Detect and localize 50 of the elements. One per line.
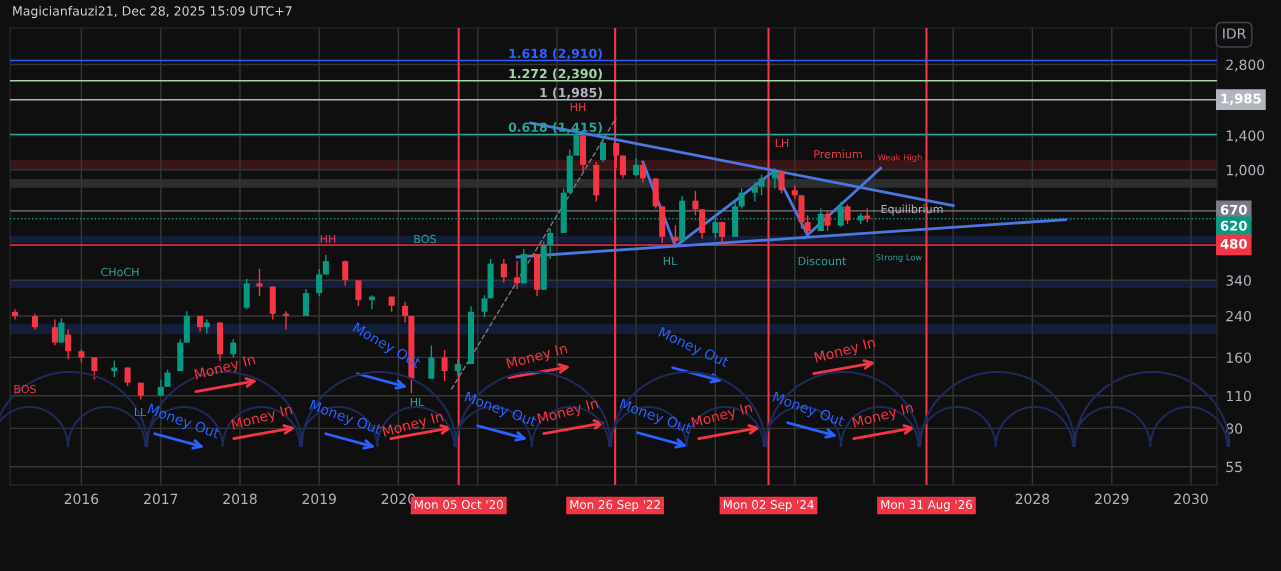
annotation: 1.272 (2,390) — [509, 68, 602, 80]
annotation: HL — [663, 256, 678, 266]
annotation: Money In — [194, 354, 257, 383]
annotation: CHoCH — [101, 267, 139, 277]
annotation: 0.618 (1,415) — [508, 122, 602, 134]
ref-line-label: Mon 02 Sep '24 — [723, 500, 814, 512]
annotation: Money In — [231, 404, 294, 433]
y-tick-label: 240 — [1226, 310, 1251, 322]
ref-line-label: 480 — [1220, 238, 1247, 249]
annotation: 1 (1,985) — [540, 87, 602, 99]
ref-line-label: Mon 31 Aug '26 — [881, 500, 972, 512]
x-tick-label: 2019 — [302, 493, 336, 505]
annotation: HH — [320, 234, 336, 244]
ref-line-label: 620 — [1220, 220, 1247, 231]
x-tick-label: 2016 — [64, 493, 99, 505]
ref-line-label: Mon 26 Sep '22 — [570, 500, 660, 512]
annotation: HH — [570, 102, 586, 112]
y-tick-label: 160 — [1226, 352, 1251, 363]
y-tick-label: 340 — [1226, 275, 1251, 286]
annotation: Money In — [852, 402, 915, 431]
x-tick-label: 2028 — [1015, 493, 1050, 505]
y-tick-label: 1,400 — [1226, 130, 1265, 143]
annotation: Discount — [798, 256, 847, 266]
annotation: Money In — [506, 343, 569, 372]
annotation: Premium — [814, 149, 862, 159]
ref-line-label: Mon 05 Oct '20 — [414, 500, 503, 509]
x-tick-label: 2017 — [144, 493, 178, 505]
annotation: BOS — [414, 234, 436, 244]
annotation: Money In — [691, 402, 754, 431]
annotation: Money In — [814, 337, 877, 366]
annotation: LL — [134, 407, 147, 417]
annotation: Strong Low — [876, 254, 922, 263]
annotation: Weak High — [877, 153, 922, 163]
annotation: Money In — [537, 398, 600, 427]
x-tick-label: 2029 — [1095, 493, 1129, 505]
annotation: LH — [775, 138, 789, 148]
ref-line-label: 1,985 — [1221, 93, 1261, 106]
x-tick-label: 2018 — [223, 493, 257, 505]
annotation: 1.618 (2,910) — [509, 48, 602, 60]
y-axis-title: IDR — [1223, 28, 1246, 39]
y-tick-label: 2,800 — [1226, 59, 1265, 72]
text: Magicianfauzi21, Dec 28, 2025 15:09 UTC+7 — [13, 5, 292, 19]
annotation: Money In — [382, 411, 445, 440]
y-tick-label: 110 — [1226, 390, 1251, 402]
x-tick-label: 2030 — [1174, 493, 1208, 505]
y-tick-label: 55 — [1226, 461, 1242, 473]
y-tick-label: 1,000 — [1226, 164, 1265, 177]
annotation: HL — [410, 397, 425, 407]
annotation: BOS — [14, 384, 36, 394]
ref-line-label: 670 — [1220, 204, 1247, 215]
